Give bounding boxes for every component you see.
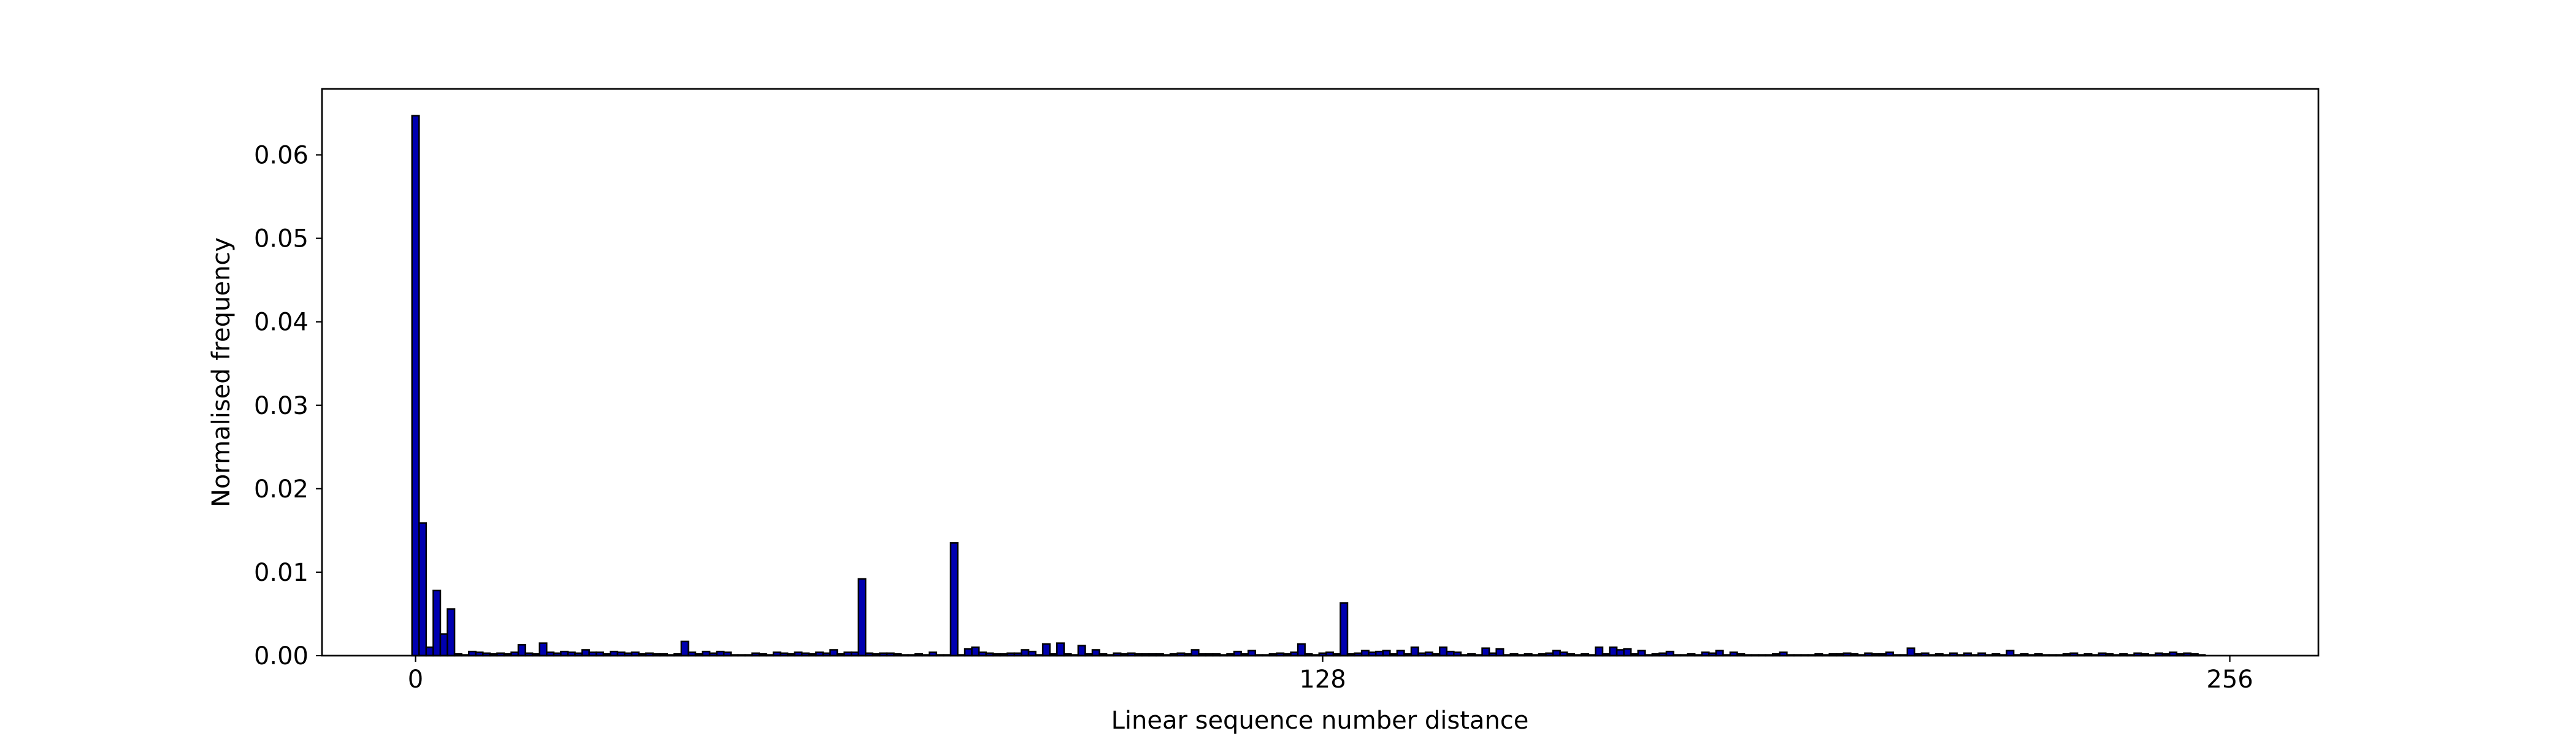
- bar: [517, 644, 526, 657]
- plot-frame: [321, 88, 2320, 657]
- y-tick-label: 0.06: [254, 142, 309, 170]
- bar: [1438, 646, 1448, 657]
- bar: [447, 608, 456, 657]
- bar: [432, 589, 442, 657]
- bar: [1481, 647, 1490, 657]
- bar: [1021, 649, 1030, 657]
- x-tick-label: 0: [408, 665, 423, 694]
- bar: [425, 646, 434, 657]
- bar: [680, 640, 689, 657]
- y-tick-label: 0.00: [254, 642, 309, 670]
- x-axis-label: Linear sequence number distance: [1111, 707, 1529, 735]
- bar: [581, 649, 590, 657]
- y-tick-label: 0.01: [254, 559, 309, 587]
- bar: [964, 648, 973, 657]
- y-tick-label: 0.02: [254, 475, 309, 504]
- bar: [829, 649, 838, 657]
- y-tick-label: 0.04: [254, 309, 309, 337]
- bar: [1056, 642, 1065, 657]
- bar: [1190, 649, 1200, 657]
- bar: [1595, 646, 1604, 657]
- bar: [1297, 643, 1306, 657]
- bar: [1623, 648, 1632, 657]
- bar: [1041, 643, 1051, 657]
- bar: [1609, 646, 1618, 657]
- bar: [1340, 602, 1349, 657]
- y-tick-label: 0.03: [254, 392, 309, 420]
- x-tick-label: 128: [1299, 665, 1346, 694]
- y-axis-label: Normalised frequency: [207, 237, 236, 507]
- bar: [439, 633, 448, 657]
- bar: [971, 646, 980, 657]
- bar: [1616, 649, 1625, 657]
- bar: [1906, 647, 1915, 657]
- bar: [857, 578, 867, 657]
- bar: [418, 522, 427, 657]
- bar: [1410, 646, 1419, 657]
- bar: [949, 542, 959, 657]
- bar: [411, 115, 420, 657]
- bar: [1091, 649, 1100, 657]
- bar: [1495, 648, 1505, 657]
- x-tick-label: 256: [2206, 665, 2253, 694]
- bar: [539, 642, 548, 657]
- y-tick-label: 0.05: [254, 225, 309, 253]
- bar: [1077, 645, 1086, 657]
